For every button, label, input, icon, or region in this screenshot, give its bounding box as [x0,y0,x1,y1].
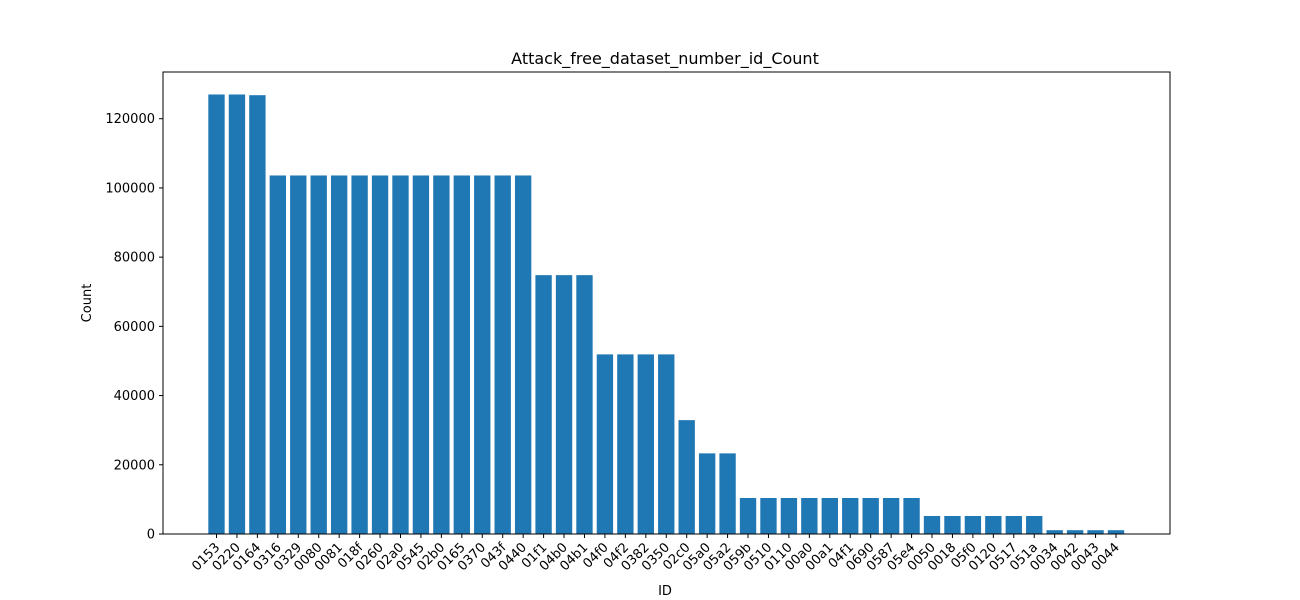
bar-0350 [658,354,675,534]
bar-0690 [862,498,879,534]
y-axis-label: Count [80,284,95,323]
x-axis-label: ID [658,584,672,599]
bar-0043 [1087,530,1104,534]
bar-0042 [1066,530,1084,534]
y-tick-label: 80000 [114,251,155,266]
bar-0110 [780,498,798,534]
bar-0034 [1046,530,1063,534]
bar-059b [739,498,757,534]
bar-0510 [760,498,777,534]
y-axis: 0 20000 40000 60000 80000 100000 120000 [105,112,163,543]
bar-01f1 [535,275,552,534]
bar-05e4 [903,498,920,534]
bar-0382 [637,354,654,534]
bar-0545 [412,175,430,534]
bar-04b0 [555,275,573,534]
bar-05f0 [964,516,982,534]
bar-0018 [944,516,961,534]
bars-group [208,94,1125,535]
bar-04f0 [596,354,614,534]
bar-00a1 [821,498,838,534]
bar-0370 [474,175,491,534]
bar-05a0 [698,453,716,534]
bar-018f [351,175,368,534]
bar-04b1 [576,275,593,534]
y-tick-label: 60000 [114,320,155,335]
bar-00a0 [801,498,818,534]
bar-05a2 [719,453,736,534]
y-tick-label: 40000 [114,389,155,404]
bar-0165 [453,175,470,534]
bar-0329 [290,175,307,534]
bar-0587 [882,498,900,534]
bar-0120 [985,516,1002,534]
bar-02b0 [433,175,450,534]
bar-043f [494,175,511,534]
bar-0260 [371,175,389,534]
y-tick-label: 20000 [114,458,155,473]
chart-title: Attack_free_dataset_number_id_Count [511,49,819,69]
bar-0080 [310,175,327,534]
bar-04f2 [617,354,634,534]
bar-02a0 [392,175,409,534]
y-tick-label: 120000 [105,112,155,127]
y-tick-label: 100000 [105,181,155,196]
bar-0044 [1107,530,1125,534]
bar-0050 [923,516,941,534]
bar-04f1 [842,498,859,534]
x-axis: 0153022001640316032900800081018f026002a0… [189,534,1123,574]
bar-0316 [269,175,286,534]
y-tick-label: 0 [147,528,155,543]
plot-frame [162,71,1171,535]
bar-051a [1026,516,1043,534]
bar-0220 [228,94,246,535]
bar-0153 [208,94,225,535]
bar-0440 [514,175,532,534]
bar-02c0 [678,420,695,534]
bar-0517 [1005,516,1022,534]
bar-0164 [249,95,266,534]
bar-0081 [330,175,348,534]
